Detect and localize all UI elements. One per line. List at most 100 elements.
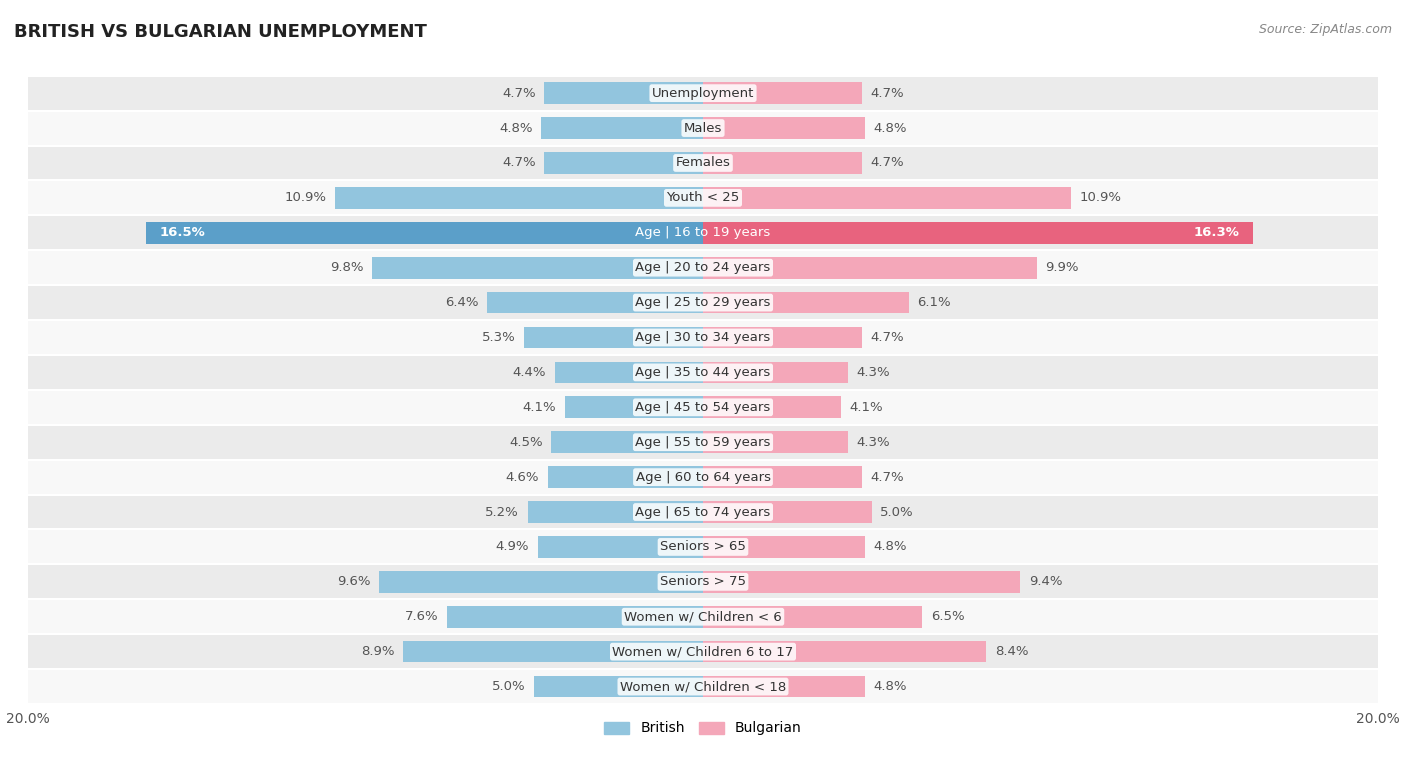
Bar	[28, 669, 1378, 704]
Text: 4.4%: 4.4%	[513, 366, 546, 379]
Text: 4.7%: 4.7%	[502, 86, 536, 100]
Bar	[703, 117, 865, 139]
Bar	[703, 676, 865, 697]
Bar	[28, 529, 1378, 565]
Bar	[703, 536, 865, 558]
Bar	[551, 431, 703, 453]
Bar	[548, 466, 703, 488]
Text: 6.5%: 6.5%	[931, 610, 965, 623]
Text: 10.9%: 10.9%	[285, 192, 326, 204]
Text: 4.8%: 4.8%	[873, 680, 907, 693]
Bar	[703, 397, 841, 418]
Bar	[541, 117, 703, 139]
Bar	[373, 257, 703, 279]
Bar	[335, 187, 703, 209]
Bar	[565, 397, 703, 418]
Bar	[146, 222, 703, 244]
Text: 16.3%: 16.3%	[1194, 226, 1240, 239]
Bar	[703, 83, 862, 104]
Bar	[28, 320, 1378, 355]
Bar	[703, 187, 1071, 209]
Text: 4.9%: 4.9%	[496, 540, 529, 553]
Text: 7.6%: 7.6%	[405, 610, 439, 623]
Text: 4.8%: 4.8%	[873, 540, 907, 553]
Text: 9.8%: 9.8%	[330, 261, 364, 274]
Bar	[537, 536, 703, 558]
Text: BRITISH VS BULGARIAN UNEMPLOYMENT: BRITISH VS BULGARIAN UNEMPLOYMENT	[14, 23, 427, 41]
Bar	[527, 501, 703, 523]
Text: 4.5%: 4.5%	[509, 436, 543, 449]
Bar	[28, 251, 1378, 285]
Bar	[544, 152, 703, 174]
Bar	[28, 600, 1378, 634]
Bar	[28, 76, 1378, 111]
Bar	[28, 565, 1378, 600]
Text: 8.9%: 8.9%	[361, 645, 394, 658]
Text: Age | 25 to 29 years: Age | 25 to 29 years	[636, 296, 770, 309]
Bar	[703, 466, 862, 488]
Bar	[703, 431, 848, 453]
Bar	[486, 291, 703, 313]
Bar	[28, 390, 1378, 425]
Text: Seniors > 75: Seniors > 75	[659, 575, 747, 588]
Bar	[534, 676, 703, 697]
Bar	[524, 327, 703, 348]
Bar	[447, 606, 703, 628]
Text: Age | 45 to 54 years: Age | 45 to 54 years	[636, 400, 770, 414]
Text: Males: Males	[683, 122, 723, 135]
Bar	[28, 425, 1378, 459]
Bar	[28, 180, 1378, 215]
Bar	[28, 285, 1378, 320]
Text: 4.1%: 4.1%	[849, 400, 883, 414]
Text: Women w/ Children 6 to 17: Women w/ Children 6 to 17	[613, 645, 793, 658]
Text: 4.3%: 4.3%	[856, 366, 890, 379]
Bar	[703, 641, 987, 662]
Text: 8.4%: 8.4%	[995, 645, 1028, 658]
Text: 4.3%: 4.3%	[856, 436, 890, 449]
Text: Youth < 25: Youth < 25	[666, 192, 740, 204]
Bar	[703, 501, 872, 523]
Text: 4.7%: 4.7%	[502, 157, 536, 170]
Text: 5.2%: 5.2%	[485, 506, 519, 519]
Text: Age | 20 to 24 years: Age | 20 to 24 years	[636, 261, 770, 274]
Legend: British, Bulgarian: British, Bulgarian	[599, 716, 807, 741]
Bar	[28, 111, 1378, 145]
Text: Age | 60 to 64 years: Age | 60 to 64 years	[636, 471, 770, 484]
Text: Women w/ Children < 6: Women w/ Children < 6	[624, 610, 782, 623]
Bar	[28, 355, 1378, 390]
Bar	[703, 222, 1253, 244]
Text: 4.7%: 4.7%	[870, 331, 904, 344]
Text: 10.9%: 10.9%	[1080, 192, 1121, 204]
Bar	[703, 327, 862, 348]
Text: Unemployment: Unemployment	[652, 86, 754, 100]
Text: 4.8%: 4.8%	[499, 122, 533, 135]
Text: 9.9%: 9.9%	[1046, 261, 1078, 274]
Text: 5.0%: 5.0%	[492, 680, 526, 693]
Bar	[380, 571, 703, 593]
Text: Age | 30 to 34 years: Age | 30 to 34 years	[636, 331, 770, 344]
Bar	[703, 362, 848, 383]
Bar	[703, 152, 862, 174]
Bar	[28, 459, 1378, 494]
Text: 4.1%: 4.1%	[523, 400, 557, 414]
Bar	[402, 641, 703, 662]
Text: Women w/ Children < 18: Women w/ Children < 18	[620, 680, 786, 693]
Text: 4.7%: 4.7%	[870, 471, 904, 484]
Bar	[28, 145, 1378, 180]
Text: Females: Females	[675, 157, 731, 170]
Text: 4.7%: 4.7%	[870, 157, 904, 170]
Text: 9.4%: 9.4%	[1029, 575, 1062, 588]
Bar	[554, 362, 703, 383]
Text: Age | 16 to 19 years: Age | 16 to 19 years	[636, 226, 770, 239]
Bar	[703, 291, 908, 313]
Text: 4.8%: 4.8%	[873, 122, 907, 135]
Text: 4.7%: 4.7%	[870, 86, 904, 100]
Bar	[703, 571, 1021, 593]
Text: 6.4%: 6.4%	[446, 296, 478, 309]
Text: Age | 35 to 44 years: Age | 35 to 44 years	[636, 366, 770, 379]
Text: 5.0%: 5.0%	[880, 506, 914, 519]
Bar	[703, 606, 922, 628]
Bar	[544, 83, 703, 104]
Text: 9.6%: 9.6%	[337, 575, 371, 588]
Text: 4.6%: 4.6%	[506, 471, 540, 484]
